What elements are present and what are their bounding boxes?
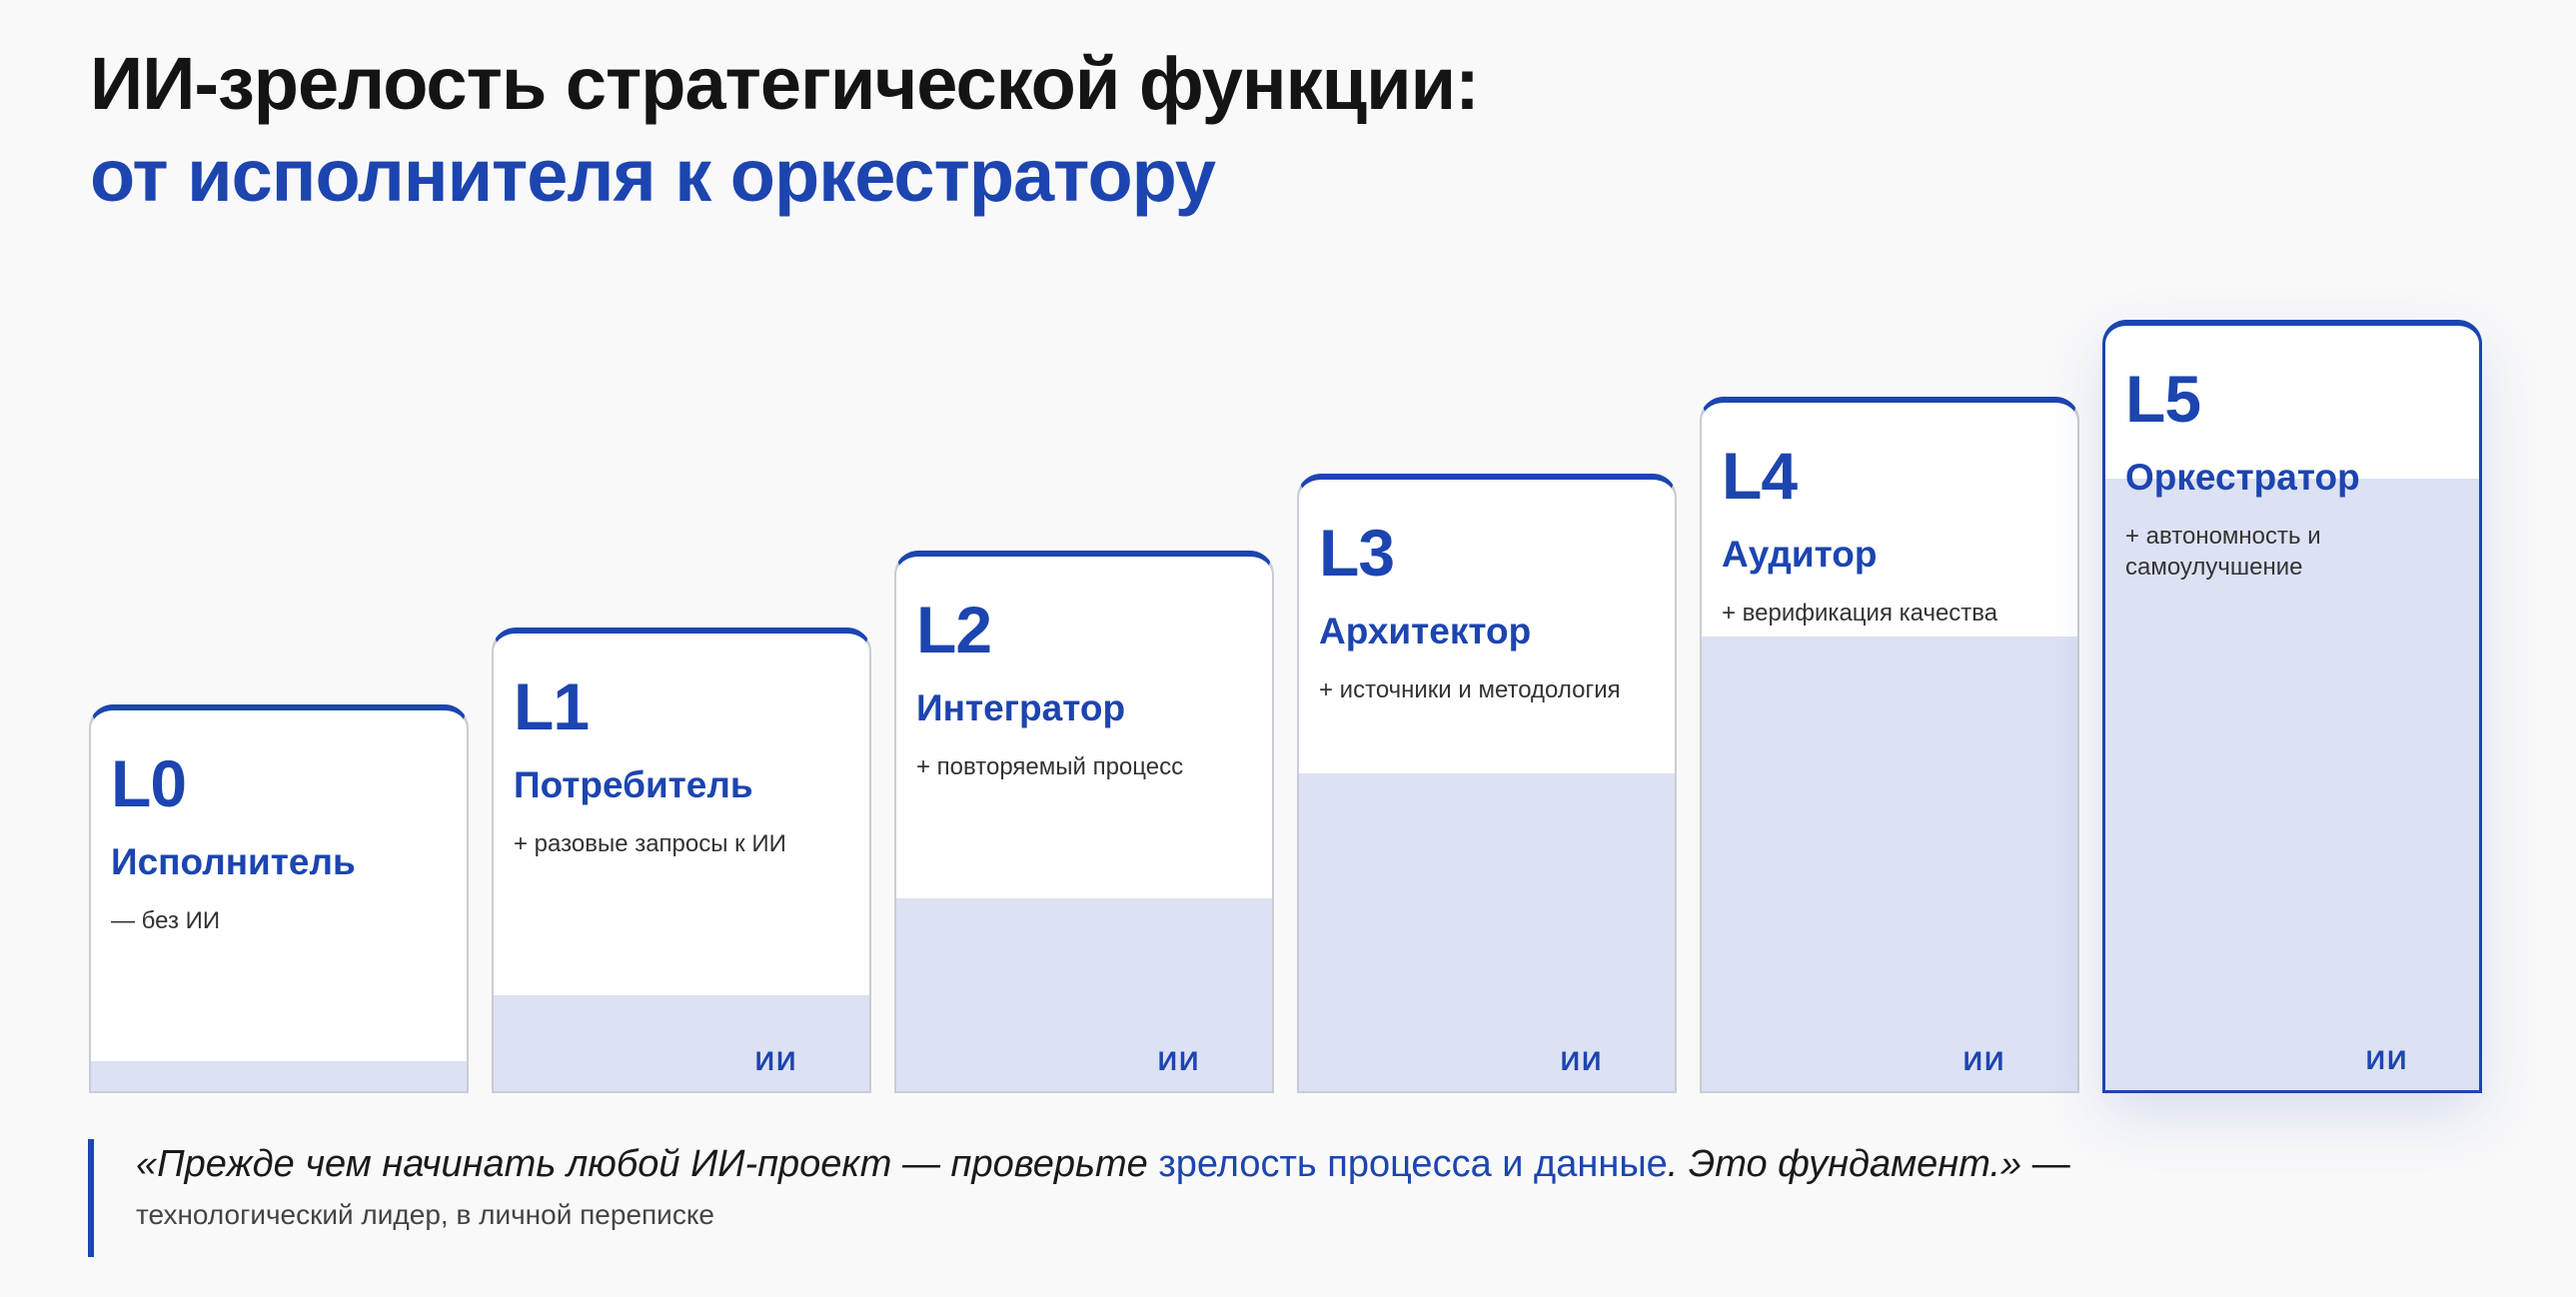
level-card-l5: L5 Оркестратор + автономность и самоулучше… [2102,320,2482,1093]
ai-label: ИИ [1962,1046,2006,1076]
quote-text-after: . Это фундамент.» [1667,1143,2022,1185]
title-line-1: ИИ-зрелость стратегической функции: [90,42,1480,125]
level-code: L2 [916,593,992,666]
quote-text: «Прежде чем начинать любой ИИ-проект — п… [136,1139,2386,1189]
ai-share-fill [2105,479,2479,1090]
level-code: L4 [1722,439,1798,513]
slide-title: ИИ-зрелость стратегической функции: от и… [90,38,1480,222]
ai-share-fill [1702,637,2077,1091]
level-description: + повторяемый процесс [916,753,1184,780]
quote-dash: — [2021,1143,2070,1185]
ai-share-fill [91,1060,467,1091]
level-code: L1 [514,669,590,743]
level-code: L3 [1319,516,1395,590]
level-code: L0 [111,746,187,820]
ai-label: ИИ [1157,1046,1201,1076]
level-code: L5 [2125,362,2201,436]
ai-label: ИИ [1560,1046,1604,1076]
level-card-l3: L3 Архитектор + источники и методология ИИ [1297,474,1677,1093]
level-role: Интегратор [916,687,1126,728]
level-role: Аудитор [1722,534,1878,575]
level-description: + разовые запросы к ИИ [514,830,786,857]
level-role: Исполнитель [111,841,356,882]
title-line-2: от исполнителя к оркестратору [90,134,1216,217]
ai-share-fill [494,994,869,1091]
level-card-l2: L2 Интегратор + повторяемый процесс ИИ [894,551,1274,1093]
level-role: Оркестратор [2125,457,2360,498]
ai-share-fill [896,898,1272,1091]
quote-text-before: «Прежде чем начинать любой ИИ-проект — п… [136,1143,1159,1185]
ai-label: ИИ [2365,1045,2409,1075]
level-description: — без ИИ [111,907,221,934]
level-role: Потребитель [514,764,753,805]
level-role: Архитектор [1319,611,1532,651]
level-description: + верификация качества [1722,600,1998,627]
level-description: + автономность и самоулучшение [2125,523,2321,581]
quote-author: технологический лидер, в личной переписк… [136,1199,714,1230]
level-card-l4: L4 Аудитор + верификация качества ИИ [1700,397,2079,1093]
quote-block: «Прежде чем начинать любой ИИ-проект — п… [88,1139,2386,1257]
quote-highlight: зрелость процесса и данные [1158,1143,1668,1185]
ai-share-fill [1299,772,1675,1091]
ai-label: ИИ [754,1046,798,1076]
level-card-l1: L1 Потребитель + разовые запросы к ИИ ИИ [492,628,871,1093]
level-description: + источники и методология [1319,676,1621,703]
level-card-l0: L0 Исполнитель — без ИИ [89,704,469,1093]
